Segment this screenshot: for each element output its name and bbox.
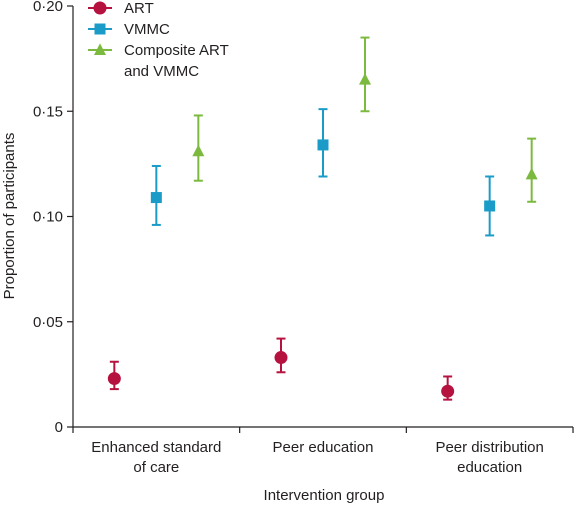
data-point: [484, 200, 496, 212]
y-tick-label: 0·05: [33, 314, 63, 331]
y-tick-label: 0·15: [33, 103, 63, 120]
legend-item: VMMC: [88, 21, 170, 38]
y-tick-label: 0·10: [33, 209, 63, 226]
legend-label: VMMC: [124, 21, 170, 38]
data-point: [359, 73, 371, 85]
data-point: [274, 351, 288, 365]
x-tick-label: Peer distribution: [435, 439, 543, 456]
legend-marker: [94, 43, 106, 55]
chart-marks: [107, 36, 538, 401]
legend: ART VMMC Composite ART and VMMC: [88, 0, 229, 80]
x-tick-label: of care: [133, 459, 179, 476]
data-point: [107, 372, 121, 386]
y-tick-label: 0·20: [33, 0, 63, 15]
x-tick-label: Enhanced standard: [91, 439, 221, 456]
data-point: [317, 139, 329, 151]
x-axis-title: Intervention group: [264, 487, 385, 504]
legend-item: Composite ART and VMMC: [88, 42, 229, 80]
legend-label: ART: [124, 0, 154, 17]
axes: 0 0·05 0·10 0·15 0·20 Enhanced standard of car…: [33, 0, 574, 476]
legend-marker: [93, 1, 107, 15]
y-axis-title: Proportion of participants: [1, 133, 18, 300]
series-square: [150, 108, 496, 237]
data-point: [150, 192, 162, 204]
data-point: [441, 384, 455, 398]
legend-item: ART: [88, 0, 154, 17]
x-tick-label: education: [457, 459, 522, 476]
data-point: [525, 167, 538, 180]
legend-label: and VMMC: [124, 63, 199, 80]
data-point: [192, 144, 205, 157]
x-tick-label: Peer education: [273, 439, 374, 456]
legend-label: Composite ART: [124, 42, 229, 59]
series-triangle: [192, 36, 538, 203]
y-tick-label: 0: [55, 419, 63, 436]
series-circle: [107, 337, 455, 401]
legend-marker: [94, 23, 106, 35]
